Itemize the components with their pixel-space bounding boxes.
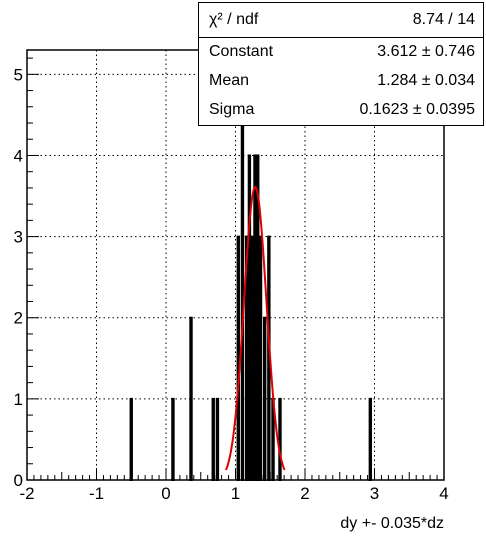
histogram-bar: [236, 235, 240, 481]
histogram-bar: [240, 73, 245, 481]
x-tick-label: 2: [300, 484, 309, 503]
histogram-bar: [258, 235, 263, 481]
x-tick-label: 1: [231, 484, 240, 503]
stats-label: Constant: [209, 43, 274, 60]
histogram-bar: [253, 154, 257, 481]
stats-value: 8.74 / 14: [412, 11, 475, 28]
stats-value: 3.612 ± 0.746: [377, 43, 475, 60]
stats-row-sigma: Sigma 0.1623 ± 0.0395: [199, 95, 483, 125]
histogram-bar: [171, 397, 175, 481]
gaussian-fit-curve: [224, 185, 286, 471]
stats-row-chi2: χ² / ndf 8.74 / 14: [199, 3, 483, 38]
y-tick-label: 2: [14, 309, 23, 328]
y-tick-label: 4: [14, 146, 23, 165]
stats-box: χ² / ndf 8.74 / 14 Constant 3.612 ± 0.74…: [198, 2, 484, 126]
histogram-bar: [247, 154, 252, 481]
x-tick-label: 0: [161, 484, 170, 503]
stats-row-constant: Constant 3.612 ± 0.746: [199, 37, 483, 67]
stats-label: χ² / ndf: [209, 11, 259, 28]
x-tick-label: 3: [370, 484, 379, 503]
histogram-bars: [129, 73, 373, 481]
x-axis-title: dy +- 0.035*dz: [340, 515, 444, 532]
histogram-bar: [262, 316, 267, 481]
stats-value: 1.284 ± 0.034: [377, 72, 475, 89]
axes: -2 -1 0 1 2 3 4 0 1 2 3 4 5: [14, 57, 449, 503]
x-tick-label: -1: [89, 484, 104, 503]
x-tick-label: 4: [439, 484, 448, 503]
histogram-bar: [215, 397, 220, 481]
y-tick-label: 1: [14, 390, 23, 409]
y-tick-label: 3: [14, 228, 23, 247]
histogram-bar: [250, 235, 254, 481]
histogram-bar: [189, 316, 193, 481]
histogram-bar: [368, 397, 373, 481]
histogram-bar: [129, 397, 133, 481]
histogram-bar: [256, 154, 260, 481]
y-tick-label: 5: [14, 65, 23, 84]
histogram-bar: [211, 397, 215, 481]
stats-label: Sigma: [209, 101, 255, 118]
histogram-bar: [244, 235, 249, 481]
x-tick-label: -2: [19, 484, 34, 503]
stats-value: 0.1623 ± 0.0395: [359, 101, 475, 118]
y-tick-label: 0: [14, 471, 23, 490]
stats-label: Mean: [209, 72, 250, 89]
stats-row-mean: Mean 1.284 ± 0.034: [199, 66, 483, 96]
histogram-bar: [278, 397, 282, 481]
